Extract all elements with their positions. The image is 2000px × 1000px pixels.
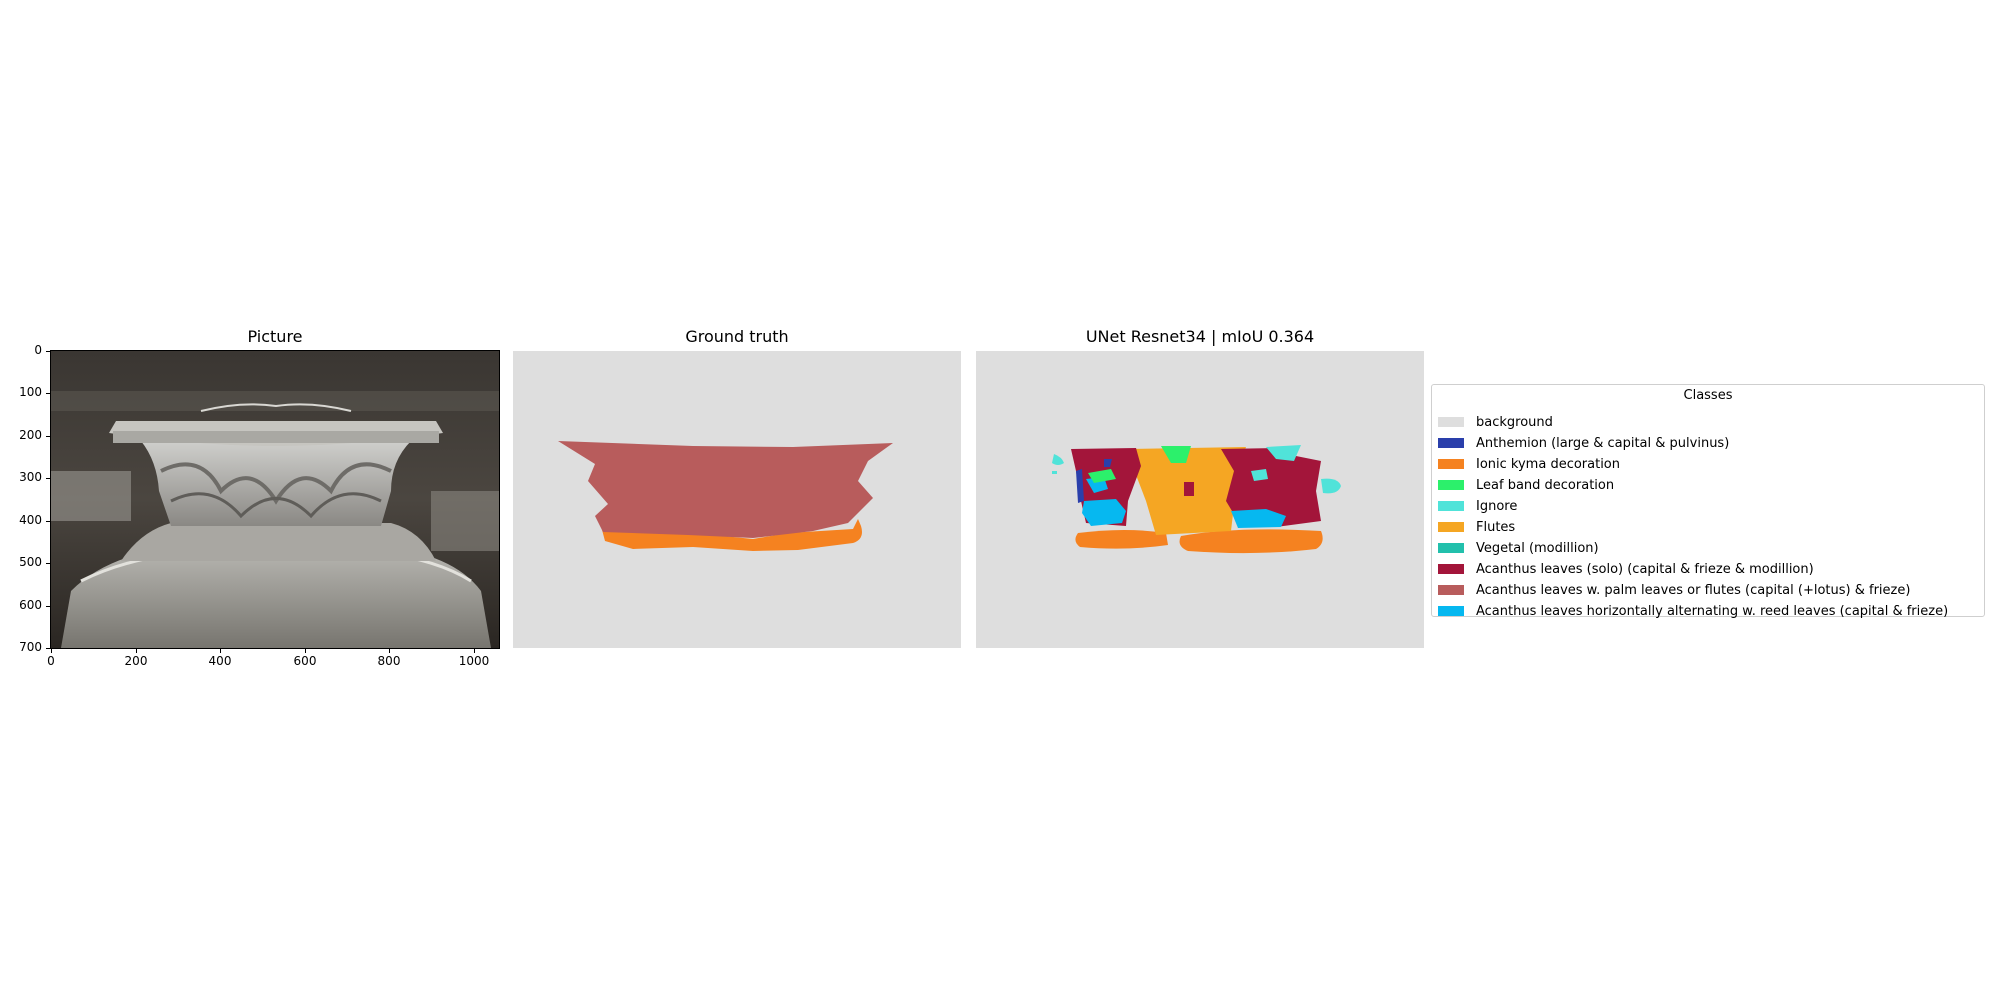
legend-item: Acanthus leaves (solo) (capital & frieze… [1438,560,1814,578]
legend-swatch [1438,543,1464,553]
legend-swatch [1438,459,1464,469]
legend-swatch [1438,585,1464,595]
prediction-title: UNet Resnet34 | mIoU 0.364 [1085,327,1315,346]
ignore-left-2 [1052,471,1057,474]
ground-truth-title: Ground truth [685,327,789,346]
anthemion-small [1104,459,1112,467]
ground-truth-mask [558,441,893,551]
acanthus-right [1221,448,1321,527]
legend-label: Flutes [1476,519,1516,535]
ground-truth-panel [513,351,961,648]
acanthus-palm-region [558,441,893,538]
x-tick-mark [474,649,475,653]
legend-label: background [1476,414,1553,430]
picture-title: Picture [247,327,303,346]
legend-item: Acanthus leaves w. palm leaves or flutes… [1438,581,1910,599]
y-tick-label: 500 [19,555,42,569]
legend-item: background [1438,413,1553,431]
anthemion-left [1076,469,1084,503]
reed-left [1082,499,1126,526]
legend-label: Anthemion (large & capital & pulvinus) [1476,435,1730,451]
x-tick-mark [51,649,52,653]
y-tick-label: 100 [19,385,42,399]
x-tick-label: 400 [208,654,232,668]
ionic-kyma-left [1075,530,1168,549]
picture-panel [51,351,499,648]
column-capital-photo [51,351,499,648]
y-tick-mark [46,478,50,479]
leaf-band-left [1088,469,1116,483]
classes-legend: Classes background Anthemion (large & cap… [1431,384,1985,620]
y-tick-mark [46,648,50,649]
legend-label: Acanthus leaves w. palm leaves or flutes… [1476,582,1911,598]
y-tick-label: 0 [34,343,42,357]
legend-item: Ignore [1438,497,1517,515]
ignore-right-3 [1251,469,1268,481]
legend-item: Leaf band decoration [1438,476,1614,494]
legend-item: Ionic kyma decoration [1438,455,1620,473]
legend-item: Acanthus leaves horizontally alternating… [1438,602,1948,620]
x-tick-mark [305,649,306,653]
leaf-band-top [1161,446,1191,463]
x-tick-label: 800 [377,654,401,668]
y-tick-label: 600 [19,598,42,612]
y-tick-mark [46,606,50,607]
y-tick-label: 300 [19,470,42,484]
legend-label: Acanthus leaves horizontally alternating… [1476,603,1949,619]
prediction-mask [1052,445,1341,554]
legend-label: Ionic kyma decoration [1476,456,1621,472]
legend-item: Flutes [1438,518,1515,536]
x-tick-label: 600 [293,654,317,668]
y-tick-mark [46,436,50,437]
legend-item: Anthemion (large & capital & pulvinus) [1438,434,1729,452]
legend-swatch [1438,522,1464,532]
legend-swatch [1438,417,1464,427]
legend-label: Leaf band decoration [1476,477,1615,493]
legend-swatch [1438,606,1464,616]
ignore-right-2 [1321,478,1341,494]
x-tick-mark [220,649,221,653]
reed-right [1231,509,1286,528]
prediction-panel [976,351,1424,648]
legend-swatch [1438,501,1464,511]
ignore-left-1 [1052,454,1064,465]
y-tick-label: 400 [19,513,42,527]
legend-swatch [1438,480,1464,490]
legend-item: Vegetal (modillion) [1438,539,1599,557]
y-tick-mark [46,563,50,564]
y-tick-mark [46,351,50,352]
ionic-kyma-right [1179,529,1323,554]
x-tick-label: 0 [47,654,55,668]
legend-label: Vegetal (modillion) [1476,540,1599,556]
y-tick-mark [46,393,50,394]
x-tick-label: 200 [124,654,148,668]
legend-title: Classes [1683,388,1733,403]
x-tick-label: 1000 [458,654,490,668]
ionic-kyma-region [601,519,862,551]
ignore-right-1 [1266,445,1301,461]
acanthus-center-dot [1184,482,1194,496]
legend-swatch [1438,438,1464,448]
y-tick-mark [46,521,50,522]
y-tick-label: 700 [19,640,42,654]
legend-label: Ignore [1476,498,1518,514]
x-tick-mark [389,649,390,653]
legend-swatch [1438,564,1464,574]
x-tick-mark [136,649,137,653]
y-tick-label: 200 [19,428,42,442]
legend-label: Acanthus leaves (solo) (capital & frieze… [1476,561,1814,577]
